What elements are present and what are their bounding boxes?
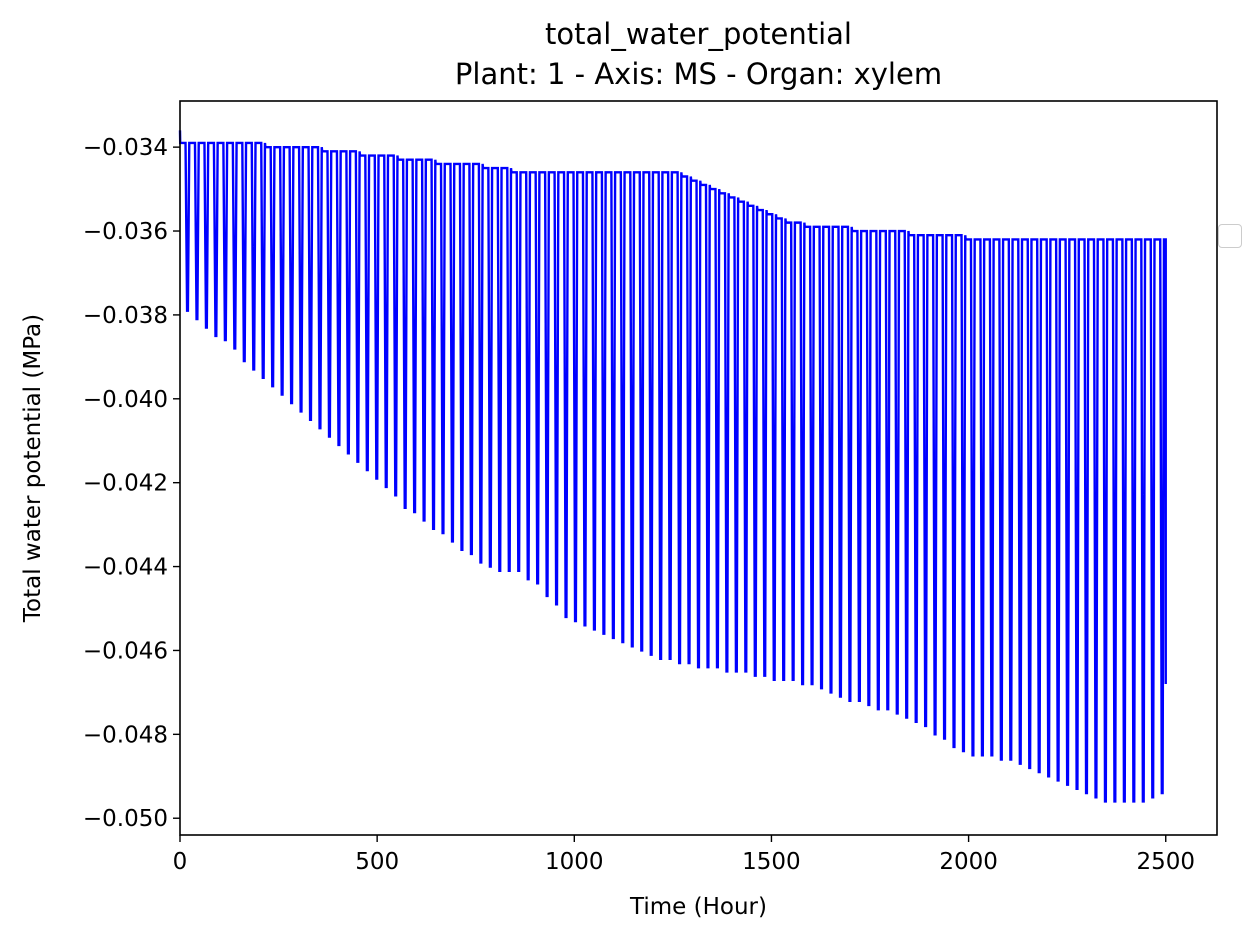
axes-frame [179, 100, 1218, 836]
x-tick-label: 500 [355, 849, 399, 875]
legend-box [1218, 224, 1242, 248]
chart-subtitle: Plant: 1 - Axis: MS - Organ: xylem [454, 57, 943, 91]
y-tick-label: −0.036 [83, 219, 168, 245]
y-tick-label: −0.044 [83, 555, 168, 581]
x-tick-label: 1500 [742, 849, 801, 875]
x-tick-label: 2500 [1136, 849, 1195, 875]
x-axis-label: Time (Hour) [630, 894, 767, 920]
y-tick-label: −0.050 [83, 806, 168, 832]
x-tick-label: 1000 [545, 849, 604, 875]
y-tick-label: −0.046 [83, 638, 168, 664]
chart-title: total_water_potential [545, 17, 852, 51]
series-line-0 [178, 130, 1167, 803]
y-axis-label: Total water potential (MPa) [20, 313, 46, 623]
y-tick-label: −0.034 [83, 135, 168, 161]
x-tick-label: 0 [173, 849, 188, 875]
x-tick-label: 2000 [939, 849, 998, 875]
y-tick-label: −0.042 [83, 471, 168, 497]
y-tick-label: −0.040 [83, 387, 168, 413]
y-tick-label: −0.048 [83, 722, 168, 748]
y-tick-label: −0.038 [83, 303, 168, 329]
